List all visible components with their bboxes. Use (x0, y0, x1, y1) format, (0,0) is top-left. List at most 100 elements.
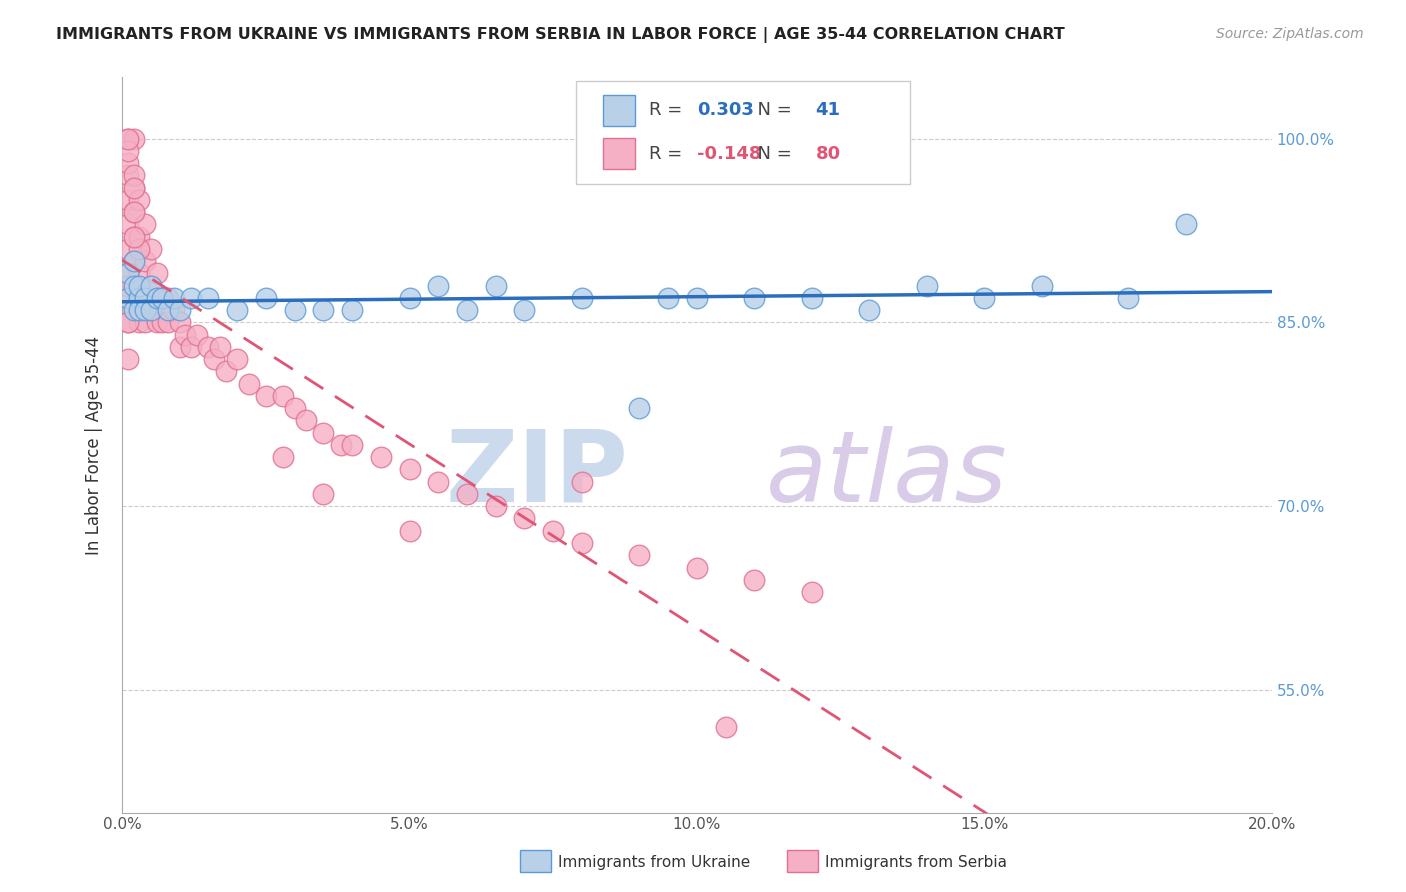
Text: R =: R = (648, 101, 688, 119)
Point (150, 291, 173, 305)
Point (145, 267, 167, 281)
Point (122, 303, 145, 318)
Point (134, 218, 156, 232)
Point (122, 303, 145, 318)
Point (214, 364, 236, 378)
Point (312, 487, 335, 501)
Point (117, 291, 139, 305)
Point (174, 327, 197, 342)
Text: 41: 41 (815, 101, 841, 119)
Text: N =: N = (747, 145, 799, 162)
Point (169, 303, 191, 318)
Text: atlas: atlas (766, 425, 1008, 523)
Point (117, 291, 139, 305)
Point (283, 401, 305, 416)
Point (117, 193, 139, 207)
Point (686, 291, 709, 305)
Point (122, 180, 145, 194)
Point (398, 524, 420, 538)
Point (117, 278, 139, 293)
Point (186, 327, 208, 342)
Point (686, 560, 709, 574)
Point (117, 131, 139, 145)
Point (398, 291, 420, 305)
Point (134, 303, 156, 318)
Point (128, 193, 150, 207)
Point (150, 316, 173, 330)
Point (117, 169, 139, 183)
Point (197, 340, 219, 354)
Point (657, 291, 679, 305)
Point (122, 229, 145, 244)
Point (134, 291, 156, 305)
Point (122, 254, 145, 268)
Point (128, 278, 150, 293)
Point (128, 316, 150, 330)
Point (169, 340, 191, 354)
Point (122, 254, 145, 268)
Point (312, 303, 335, 318)
Point (541, 524, 564, 538)
Point (398, 462, 420, 476)
Point (628, 401, 651, 416)
Point (117, 267, 139, 281)
Text: 80: 80 (815, 145, 841, 162)
Point (973, 291, 995, 305)
Point (122, 169, 145, 183)
Point (157, 291, 180, 305)
Point (238, 376, 260, 391)
Point (128, 291, 150, 305)
Bar (603, 138, 636, 169)
Text: -0.148: -0.148 (697, 145, 762, 162)
Point (485, 500, 508, 514)
Point (145, 291, 167, 305)
Point (329, 438, 352, 452)
Point (202, 352, 225, 367)
Point (456, 487, 478, 501)
Point (163, 303, 186, 318)
Point (117, 156, 139, 170)
Point (628, 548, 651, 562)
Point (1031, 278, 1053, 293)
Point (139, 242, 162, 256)
Point (157, 303, 180, 318)
Point (456, 303, 478, 318)
Text: Immigrants from Ukraine: Immigrants from Ukraine (558, 855, 751, 870)
Point (122, 180, 145, 194)
Point (485, 278, 508, 293)
Point (1116, 291, 1139, 305)
Text: 0.303: 0.303 (697, 101, 754, 119)
Point (340, 438, 363, 452)
Point (128, 291, 150, 305)
Point (117, 316, 139, 330)
Point (139, 303, 162, 318)
Point (1174, 218, 1197, 232)
Point (226, 303, 249, 318)
Point (271, 450, 294, 465)
Point (117, 242, 139, 256)
Point (295, 413, 318, 427)
Point (134, 316, 156, 330)
Point (271, 389, 294, 403)
Point (145, 291, 167, 305)
Point (128, 229, 150, 244)
Point (571, 536, 593, 550)
Point (139, 303, 162, 318)
Point (744, 291, 766, 305)
Text: IMMIGRANTS FROM UKRAINE VS IMMIGRANTS FROM SERBIA IN LABOR FORCE | AGE 35-44 COR: IMMIGRANTS FROM UKRAINE VS IMMIGRANTS FR… (56, 27, 1064, 43)
Point (254, 291, 277, 305)
Point (169, 316, 191, 330)
Point (197, 291, 219, 305)
FancyBboxPatch shape (576, 81, 910, 184)
Point (513, 511, 536, 525)
Point (134, 254, 156, 268)
Point (117, 144, 139, 158)
Point (122, 131, 145, 145)
Point (150, 291, 173, 305)
Text: Source: ZipAtlas.com: Source: ZipAtlas.com (1216, 27, 1364, 41)
Point (117, 316, 139, 330)
Point (283, 303, 305, 318)
Point (128, 303, 150, 318)
Point (714, 720, 737, 734)
Point (427, 278, 450, 293)
